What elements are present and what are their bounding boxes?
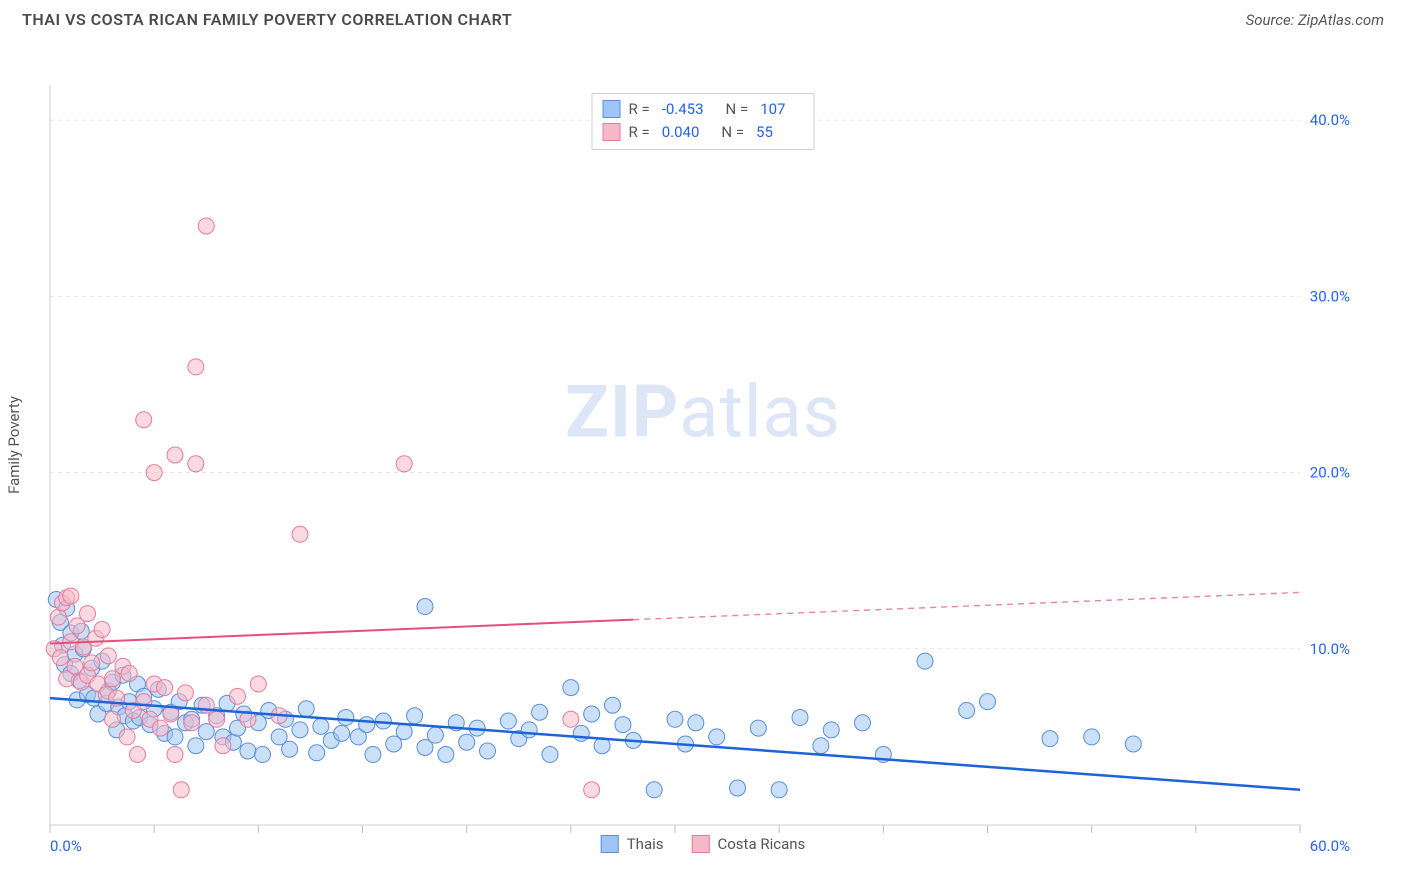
chart-source: Source: ZipAtlas.com — [1246, 11, 1384, 29]
chart-title: THAI VS COSTA RICAN FAMILY POVERTY CORRE… — [22, 10, 512, 29]
stats-legend: R = -0.453 N = 107 R = 0.040 N = 55 — [592, 93, 815, 150]
svg-text:0.0%: 0.0% — [50, 837, 82, 855]
swatch-thais-icon — [601, 835, 619, 853]
series-legend-item-0: Thais — [601, 835, 664, 853]
svg-text:60.0%: 60.0% — [1310, 837, 1350, 855]
chart-area: Family Poverty 10.0% 20.0% 30.0% 40.0% 0.0% 6… — [0, 35, 1406, 855]
n-value-1: 55 — [756, 121, 773, 144]
svg-text:10.0%: 10.0% — [1310, 640, 1350, 658]
chart-header: THAI VS COSTA RICAN FAMILY POVERTY CORRE… — [0, 0, 1406, 35]
series-legend: Thais Costa Ricans — [601, 835, 806, 853]
series-label-1: Costa Ricans — [717, 835, 805, 853]
swatch-costaricans-icon — [603, 123, 621, 141]
stats-legend-row-0: R = -0.453 N = 107 — [603, 98, 800, 121]
series-legend-item-1: Costa Ricans — [691, 835, 805, 853]
svg-text:20.0%: 20.0% — [1310, 464, 1350, 482]
series-label-0: Thais — [627, 835, 664, 853]
swatch-costaricans-icon — [691, 835, 709, 853]
svg-text:30.0%: 30.0% — [1310, 287, 1350, 305]
y-axis-label: Family Poverty — [5, 396, 23, 494]
n-value-0: 107 — [760, 98, 785, 121]
r-value-1: 0.040 — [662, 121, 700, 144]
swatch-thais-icon — [603, 100, 621, 118]
svg-text:40.0%: 40.0% — [1310, 111, 1350, 129]
scatter-plot-svg: 10.0% 20.0% 30.0% 40.0% 0.0% 60.0% — [0, 35, 1406, 855]
r-value-0: -0.453 — [662, 98, 704, 121]
stats-legend-row-1: R = 0.040 N = 55 — [603, 121, 800, 144]
